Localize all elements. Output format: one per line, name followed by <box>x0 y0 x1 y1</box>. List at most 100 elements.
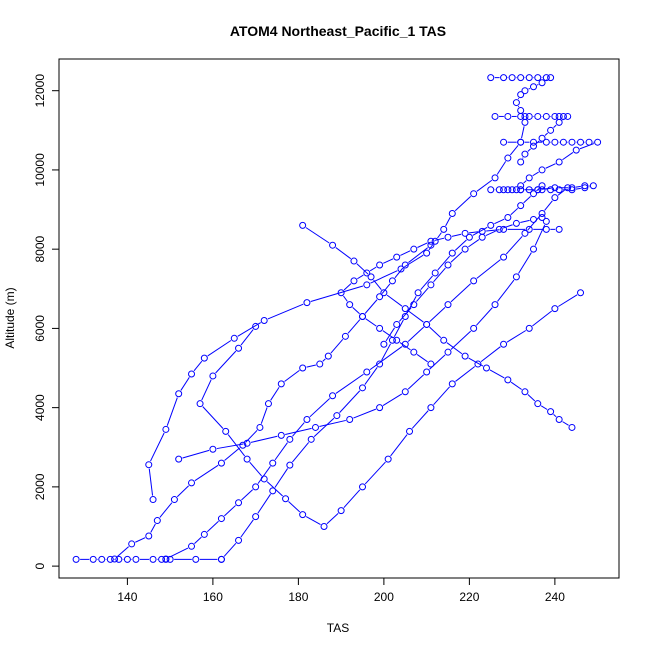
x-axis-label: TAS <box>327 621 349 635</box>
series-line-segment <box>206 520 219 533</box>
series-line-segment <box>335 247 352 260</box>
data-point <box>196 400 204 408</box>
data-point <box>495 225 503 233</box>
data-point <box>341 332 349 340</box>
series-8 <box>487 182 597 194</box>
series-line-segment <box>356 263 369 275</box>
data-point <box>149 496 157 504</box>
data-point <box>406 427 414 435</box>
data-point <box>500 225 508 233</box>
series-line-segment <box>468 239 480 248</box>
data-point <box>504 376 512 384</box>
series-line-segment <box>404 254 424 268</box>
data-point <box>367 273 375 281</box>
data-point <box>269 459 277 467</box>
series-line-segment <box>518 252 532 274</box>
series-line-segment <box>541 187 551 190</box>
data-point <box>551 138 559 146</box>
series-line-segment <box>202 406 224 429</box>
series-line-segment <box>194 536 202 544</box>
data-point <box>410 245 418 253</box>
data-point <box>530 245 538 253</box>
data-point <box>401 313 409 321</box>
data-point <box>521 388 529 396</box>
series-line-segment <box>450 251 463 263</box>
series-5 <box>217 182 546 563</box>
data-point <box>500 186 508 194</box>
x-tick-label: 200 <box>374 590 394 604</box>
data-point <box>89 555 97 563</box>
series-6 <box>196 289 585 530</box>
series-line-segment <box>540 405 548 410</box>
data-point <box>235 499 243 507</box>
series-14 <box>380 213 546 348</box>
data-point <box>470 277 478 285</box>
data-point <box>559 112 567 120</box>
series-line-segment <box>562 151 574 161</box>
data-point <box>530 215 538 223</box>
data-point <box>359 313 367 321</box>
series-4 <box>162 184 572 563</box>
data-point <box>500 138 508 146</box>
series-line-segment <box>472 226 488 236</box>
data-point <box>547 126 555 134</box>
data-point <box>320 522 328 530</box>
chart-title: ATOM4 Northeast_Pacific_1 TAS <box>230 23 446 39</box>
series-line-segment <box>193 360 203 372</box>
data-point <box>217 555 225 563</box>
data-point <box>380 340 388 348</box>
series-line-segment <box>150 432 165 462</box>
data-point <box>581 184 589 192</box>
data-point <box>363 281 371 289</box>
series-line-segment <box>347 319 361 334</box>
data-point <box>376 404 384 412</box>
series-line-segment <box>446 342 463 355</box>
data-point <box>525 225 533 233</box>
series-line-segment <box>237 322 262 337</box>
series-line-segment <box>117 546 129 557</box>
series-line-segment <box>506 330 527 343</box>
series-line-segment <box>434 237 445 241</box>
data-point <box>427 281 435 289</box>
data-point <box>252 513 260 521</box>
data-point <box>158 555 166 563</box>
series-line-segment <box>339 390 361 413</box>
data-point <box>200 354 208 362</box>
data-point <box>376 293 384 301</box>
series-line-segment <box>575 187 581 190</box>
data-point <box>115 555 123 563</box>
series-line-segment <box>528 87 531 90</box>
data-point <box>534 74 542 82</box>
series-line-segment <box>558 294 578 307</box>
series-line-segment <box>169 547 189 558</box>
data-point <box>538 79 546 87</box>
data-point <box>376 360 384 368</box>
series-line-segment <box>382 330 394 339</box>
series-line-segment <box>485 230 496 237</box>
series-line-segment <box>502 224 513 229</box>
data-point <box>525 324 533 332</box>
data-point <box>530 138 538 146</box>
data-point <box>440 225 448 233</box>
data-point <box>564 112 572 120</box>
series-line-segment <box>523 196 531 204</box>
series-line-segment <box>428 244 434 251</box>
data-point <box>363 269 371 277</box>
data-point <box>401 305 409 313</box>
series-line-segment <box>450 330 472 350</box>
data-point <box>534 186 542 194</box>
data-point <box>555 118 563 126</box>
data-point <box>260 316 268 324</box>
series-line-segment <box>241 489 254 501</box>
data-point <box>252 483 260 491</box>
y-tick-label: 2000 <box>33 473 47 500</box>
series-line-segment <box>575 185 581 188</box>
y-tick-label: 10000 <box>33 153 47 187</box>
data-point <box>149 555 157 563</box>
series-7 <box>299 221 576 431</box>
data-point <box>517 202 525 210</box>
series-line-segment <box>309 398 330 418</box>
data-point <box>521 112 529 120</box>
data-point <box>512 273 520 281</box>
data-point <box>589 182 597 190</box>
